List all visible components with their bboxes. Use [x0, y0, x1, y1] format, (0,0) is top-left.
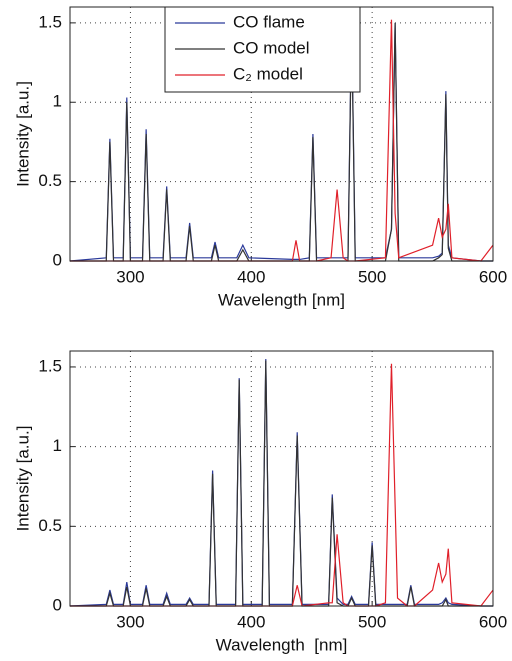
x-tick-label: 400 — [237, 267, 265, 286]
x-tick-label: 500 — [358, 267, 386, 286]
y-tick-label: 1 — [53, 436, 62, 455]
y-tick-label: 0 — [53, 595, 62, 614]
series-line — [69, 358, 493, 607]
x-tick-label: 300 — [116, 267, 144, 286]
y-tick-label: 0.5 — [38, 171, 62, 190]
y-axis-label: Intensity [a.u.] — [13, 81, 32, 187]
y-tick-label: 0 — [53, 250, 62, 269]
series-line — [70, 363, 494, 607]
x-tick-label: 500 — [358, 612, 386, 631]
y-tick-label: 1 — [53, 92, 62, 111]
x-tick-label: 300 — [116, 612, 144, 631]
series-line — [70, 360, 493, 607]
y-tick-label: 0.5 — [38, 516, 62, 535]
legend-label: C₂ model — [233, 64, 303, 83]
legend-label: CO flame — [233, 12, 305, 31]
x-axis-label: Wavelength [nm] — [218, 290, 345, 309]
axes-frame — [69, 350, 494, 607]
y-axis-label: Intensity [a.u.] — [13, 426, 32, 532]
x-tick-label: 400 — [237, 612, 265, 631]
x-axis-label: Wavelength [nm] — [216, 635, 348, 654]
y-tick-label: 1.5 — [38, 356, 62, 375]
x-tick-label: 600 — [479, 612, 507, 631]
legend-box — [164, 6, 361, 93]
x-tick-label: 600 — [479, 267, 507, 286]
legend-label: CO model — [233, 38, 310, 57]
y-tick-label: 1.5 — [38, 12, 62, 31]
